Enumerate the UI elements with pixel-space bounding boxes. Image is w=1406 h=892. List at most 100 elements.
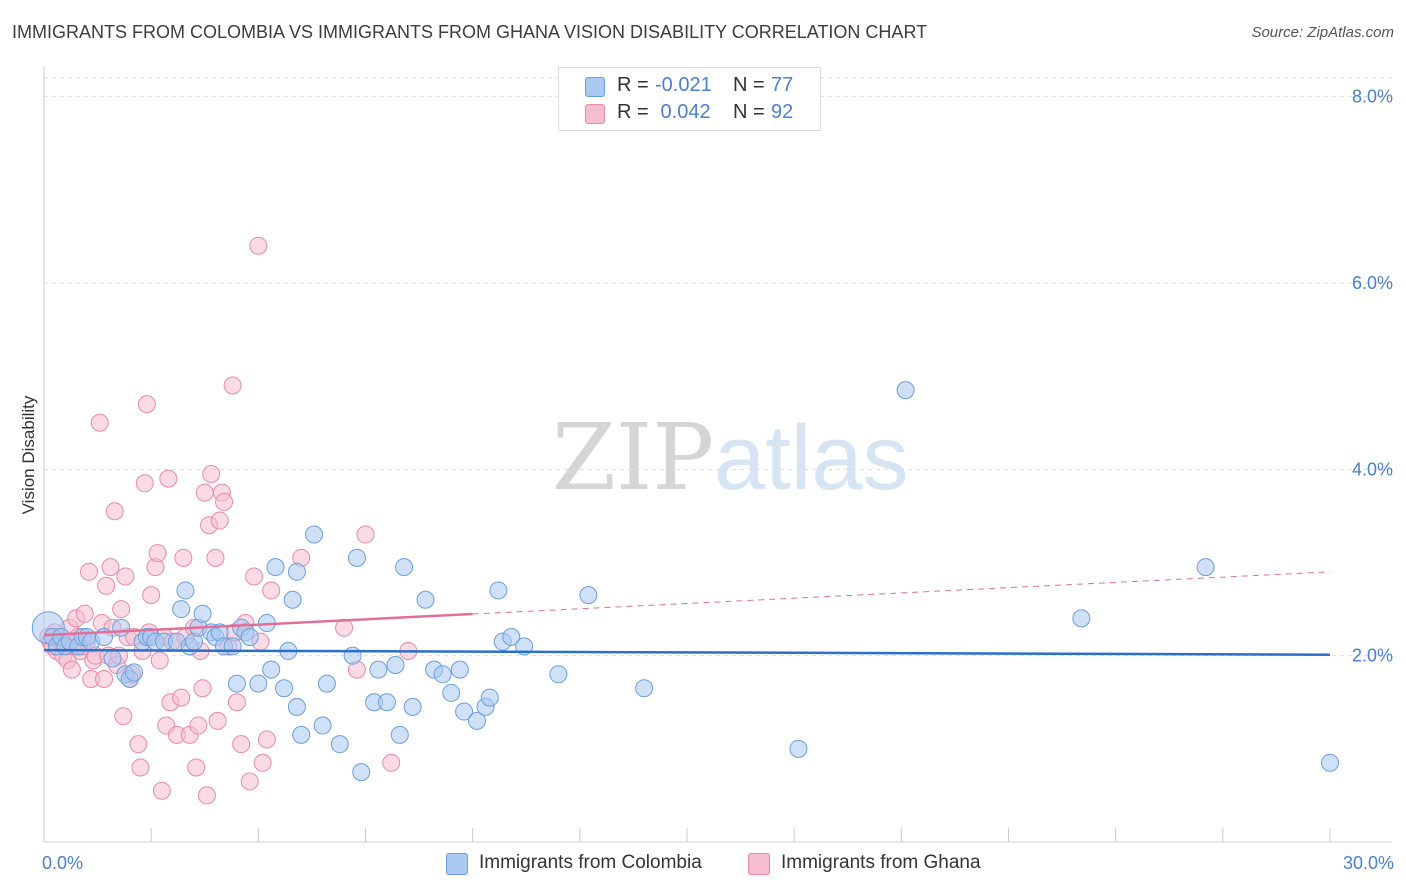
ghana-point: [95, 669, 114, 688]
ghana-point: [97, 576, 116, 595]
ghana-point: [356, 525, 375, 544]
colombia-point: [240, 628, 259, 647]
colombia-point: [403, 697, 422, 716]
ghana-point: [174, 548, 193, 567]
ghana-point: [210, 511, 229, 530]
colombia-point: [489, 581, 508, 600]
ghana-point: [187, 758, 206, 777]
legend-r-label: R =: [617, 101, 649, 123]
bottom-legend-label-ghana: Immigrants from Ghana: [781, 852, 981, 873]
colombia-point: [275, 679, 294, 698]
ghana-point: [208, 711, 227, 730]
colombia-point: [262, 660, 281, 679]
colombia-point: [176, 581, 195, 600]
ghana-trend-line: [43, 612, 473, 637]
y-tick-label: 8.0%: [1352, 87, 1393, 107]
watermark-atlas: atlas: [714, 407, 909, 509]
colombia-point: [343, 646, 362, 665]
colombia-point: [193, 604, 212, 623]
ghana-point: [80, 562, 99, 581]
tick-labels: 2.0% 4.0% 6.0% 8.0% 0.0% 30.0% Vision Disabili…: [19, 87, 1394, 873]
ghana-point: [189, 716, 208, 735]
colombia-point: [305, 525, 324, 544]
colombia-point: [317, 674, 336, 693]
colombia-point: [502, 628, 521, 647]
ghana-point: [148, 544, 167, 563]
watermark: ZIPatlas: [552, 404, 909, 511]
colombia-point: [223, 637, 242, 656]
ghana-point: [112, 600, 131, 619]
ghana-point: [150, 651, 169, 670]
colombia-point: [125, 663, 144, 682]
colombia-point: [386, 655, 405, 674]
ghana-point: [142, 586, 161, 605]
colombia-point: [433, 665, 452, 684]
colombia-point: [112, 618, 131, 637]
source-label: Source: ZipAtlas.com: [1251, 24, 1394, 41]
ghana-point: [253, 753, 272, 772]
ghana-point: [215, 492, 234, 511]
chart-title: IMMIGRANTS FROM COLOMBIA VS IMMIGRANTS F…: [12, 22, 928, 42]
bottom-legend-label-colombia: Immigrants from Colombia: [479, 852, 702, 873]
ghana-point: [129, 735, 148, 754]
watermark-zip: ZIP: [552, 404, 715, 511]
trend-lines: [43, 571, 1331, 656]
colombia-point: [1196, 558, 1215, 577]
colombia-point: [249, 674, 268, 693]
colombia-point: [579, 586, 598, 605]
bottom-legend-swatch-ghana: [748, 853, 770, 875]
legend-r-label: R =: [617, 74, 649, 96]
ghana-point: [105, 502, 124, 521]
ghana-point: [62, 660, 81, 679]
colombia-point: [103, 649, 122, 668]
ghana-point: [202, 464, 221, 483]
colombia-point: [283, 590, 302, 609]
colombia-point: [480, 688, 499, 707]
y-tick-label: 6.0%: [1352, 273, 1393, 293]
ghana-point: [75, 604, 94, 623]
colombia-point: [227, 674, 246, 693]
ghana-point: [382, 753, 401, 772]
colombia-point: [442, 683, 461, 702]
colombia-point: [352, 763, 371, 782]
ghana-point: [90, 413, 109, 432]
ghana-point: [195, 483, 214, 502]
colombia-point: [347, 548, 366, 567]
colombia-point: [390, 725, 409, 744]
y-tick-label: 2.0%: [1352, 646, 1393, 666]
legend-r-value: 0.042: [655, 101, 711, 123]
colombia-point: [416, 590, 435, 609]
colombia-point: [287, 697, 306, 716]
ghana-point: [101, 558, 120, 577]
colombia-point: [369, 660, 388, 679]
colombia-point: [313, 716, 332, 735]
legend-swatch-colombia: [585, 77, 605, 97]
ghana-point: [227, 693, 246, 712]
colombia-point: [635, 679, 654, 698]
colombia-trend-line: [43, 648, 1331, 656]
axes: [43, 66, 1392, 843]
ghana-point: [245, 567, 264, 586]
y-axis-title: Vision Disability: [19, 395, 38, 514]
data-points: [31, 236, 1339, 805]
legend-row-ghana: R = 0.042 N = 92: [559, 101, 820, 127]
colombia-point: [467, 711, 486, 730]
ghana-point: [159, 469, 178, 488]
ghana-point: [232, 735, 251, 754]
legend-n-value: 77: [771, 74, 794, 96]
ghana-point: [152, 781, 171, 800]
ghana-point: [135, 474, 154, 493]
ghana-point: [116, 567, 135, 586]
ghana-trend-line-extension: [472, 571, 1331, 615]
colombia-point: [330, 735, 349, 754]
bottom-legend-swatch-colombia: [446, 853, 468, 875]
legend-n-label: N =: [733, 101, 765, 123]
ghana-point: [257, 730, 276, 749]
colombia-point: [450, 660, 469, 679]
ghana-point: [197, 786, 216, 805]
ghana-point: [206, 548, 225, 567]
x-tick-label-max: 30.0%: [1343, 853, 1394, 873]
colombia-point: [1321, 753, 1339, 772]
colombia-point: [395, 558, 414, 577]
